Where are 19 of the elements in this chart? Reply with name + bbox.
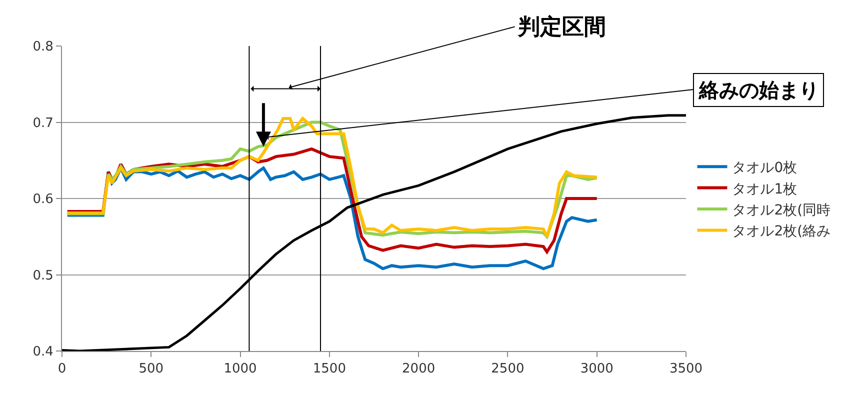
y-tick-label: 0.7 (32, 116, 54, 131)
x-tick-label: 500 (138, 362, 164, 377)
y-tick-label: 0.6 (32, 192, 54, 208)
legend-label: タオル2枚(絡み (732, 224, 831, 240)
y-tick-label: 0.8 (32, 40, 54, 55)
x-tick-label: 2500 (491, 362, 524, 377)
y-tick-label: 0.4 (32, 344, 54, 360)
x-tick-label: 3000 (580, 362, 614, 377)
legend-label: タオル2枚(同時 (732, 202, 831, 218)
annotation: 絡みの始まり (698, 78, 819, 102)
x-tick-label: 3500 (669, 362, 703, 377)
x-tick-label: 0 (58, 362, 66, 377)
y-tick-label: 0.5 (32, 268, 54, 284)
x-tick-label: 2000 (402, 362, 436, 377)
legend-label: タオル1枚 (732, 181, 798, 198)
x-tick-label: 1500 (312, 362, 346, 377)
text: 判定区間 (517, 14, 606, 40)
x-tick-label: 1000 (224, 362, 257, 377)
legend-label: タオル0枚 (732, 160, 798, 176)
